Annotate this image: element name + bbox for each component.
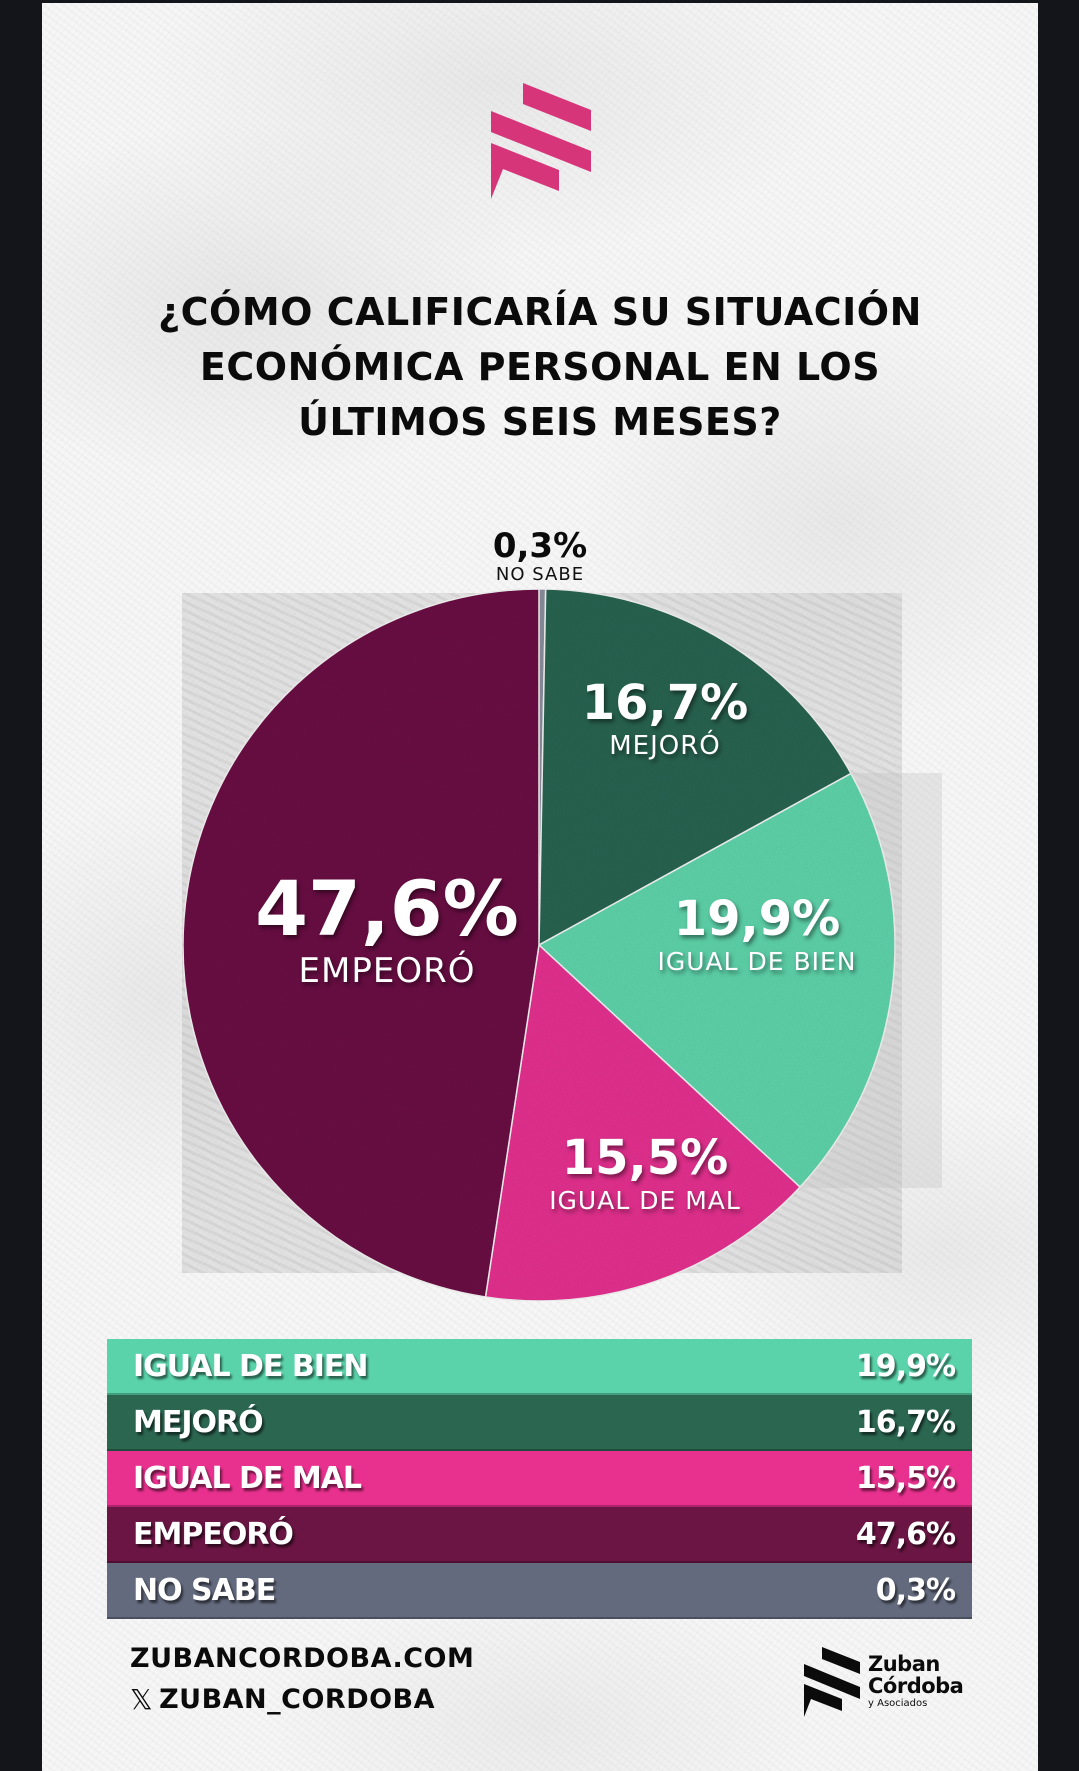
pie-chart <box>182 588 896 1302</box>
igual-de-bien-percentage: 19,9% <box>673 891 841 947</box>
no-sabe-label: NO SABE <box>495 564 585 585</box>
pie-slice-empeoro <box>182 588 540 1298</box>
legend-label: MEJORÓ <box>133 1404 264 1440</box>
no-sabe-percentage: 0,3% <box>492 526 588 566</box>
pie-label-empeoro: 47,6% EMPEORÓ <box>222 864 552 992</box>
pie-label-igual-de-mal: 15,5% IGUAL DE MAL <box>520 1130 770 1216</box>
legend-value: 47,6% <box>855 1516 956 1552</box>
legend-row: IGUAL DE MAL 15,5% <box>107 1451 972 1507</box>
legend-label: IGUAL DE BIEN <box>133 1348 368 1384</box>
legend-value: 16,7% <box>855 1404 956 1440</box>
legend-value: 15,5% <box>855 1460 956 1496</box>
pie-slice-igual-de-mal <box>484 943 802 1302</box>
pie-label-igual-de-bien: 19,9% IGUAL DE BIEN <box>632 891 882 977</box>
brand-tagline: y Asociados <box>868 1698 928 1709</box>
brand-name-line-2: Córdoba <box>868 1674 964 1698</box>
empeoro-label: EMPEORÓ <box>298 951 476 991</box>
pie-label-mejoro: 16,7% MEJORÓ <box>550 675 780 761</box>
legend-table: IGUAL DE BIEN 19,9% MEJORÓ 16,7% IGUAL D… <box>107 1339 972 1619</box>
igual-de-bien-label: IGUAL DE BIEN <box>657 947 857 976</box>
legend-row: MEJORÓ 16,7% <box>107 1395 972 1451</box>
zuban-cordoba-logo-icon <box>491 83 591 199</box>
brand-name-line-1: Zuban <box>868 1652 940 1676</box>
mejoro-percentage: 16,7% <box>581 675 749 731</box>
title-line-2: ECONÓMICA PERSONAL EN LOS <box>199 345 881 389</box>
x-logo-icon: 𝕏 <box>130 1683 154 1716</box>
empeoro-percentage: 47,6% <box>255 864 519 953</box>
title-line-3: ÚLTIMOS SEIS MESES? <box>298 400 782 444</box>
mejoro-label: MEJORÓ <box>609 731 721 761</box>
legend-value: 0,3% <box>875 1572 956 1608</box>
brand-logo: Zuban Córdoba y Asociados <box>804 1647 964 1717</box>
igual-de-mal-percentage: 15,5% <box>561 1130 729 1186</box>
x-handle-text: ZUBAN_CORDOBA <box>159 1684 436 1715</box>
x-handle-link[interactable]: 𝕏 ZUBAN_CORDOBA <box>130 1683 435 1716</box>
pie-slice-mejoro <box>538 588 852 947</box>
legend-value: 19,9% <box>855 1348 956 1384</box>
legend-row: NO SABE 0,3% <box>107 1563 972 1619</box>
chart-title: ¿CÓMO CALIFICARÍA SU SITUACIÓN ECONÓMICA… <box>42 285 1038 450</box>
igual-de-mal-label: IGUAL DE MAL <box>549 1186 741 1215</box>
pie-slice-igual-de-bien <box>537 772 896 1189</box>
title-line-1: ¿CÓMO CALIFICARÍA SU SITUACIÓN <box>158 290 922 334</box>
website-link[interactable]: ZUBANCORDOBA.COM <box>130 1643 475 1674</box>
legend-row: EMPEORÓ 47,6% <box>107 1507 972 1563</box>
zuban-cordoba-stripes-icon <box>804 1647 860 1717</box>
legend-row: IGUAL DE BIEN 19,9% <box>107 1339 972 1395</box>
infographic-card: ¿CÓMO CALIFICARÍA SU SITUACIÓN ECONÓMICA… <box>42 3 1038 1771</box>
legend-label: NO SABE <box>133 1572 276 1608</box>
legend-label: EMPEORÓ <box>133 1516 294 1552</box>
legend-label: IGUAL DE MAL <box>133 1460 362 1496</box>
